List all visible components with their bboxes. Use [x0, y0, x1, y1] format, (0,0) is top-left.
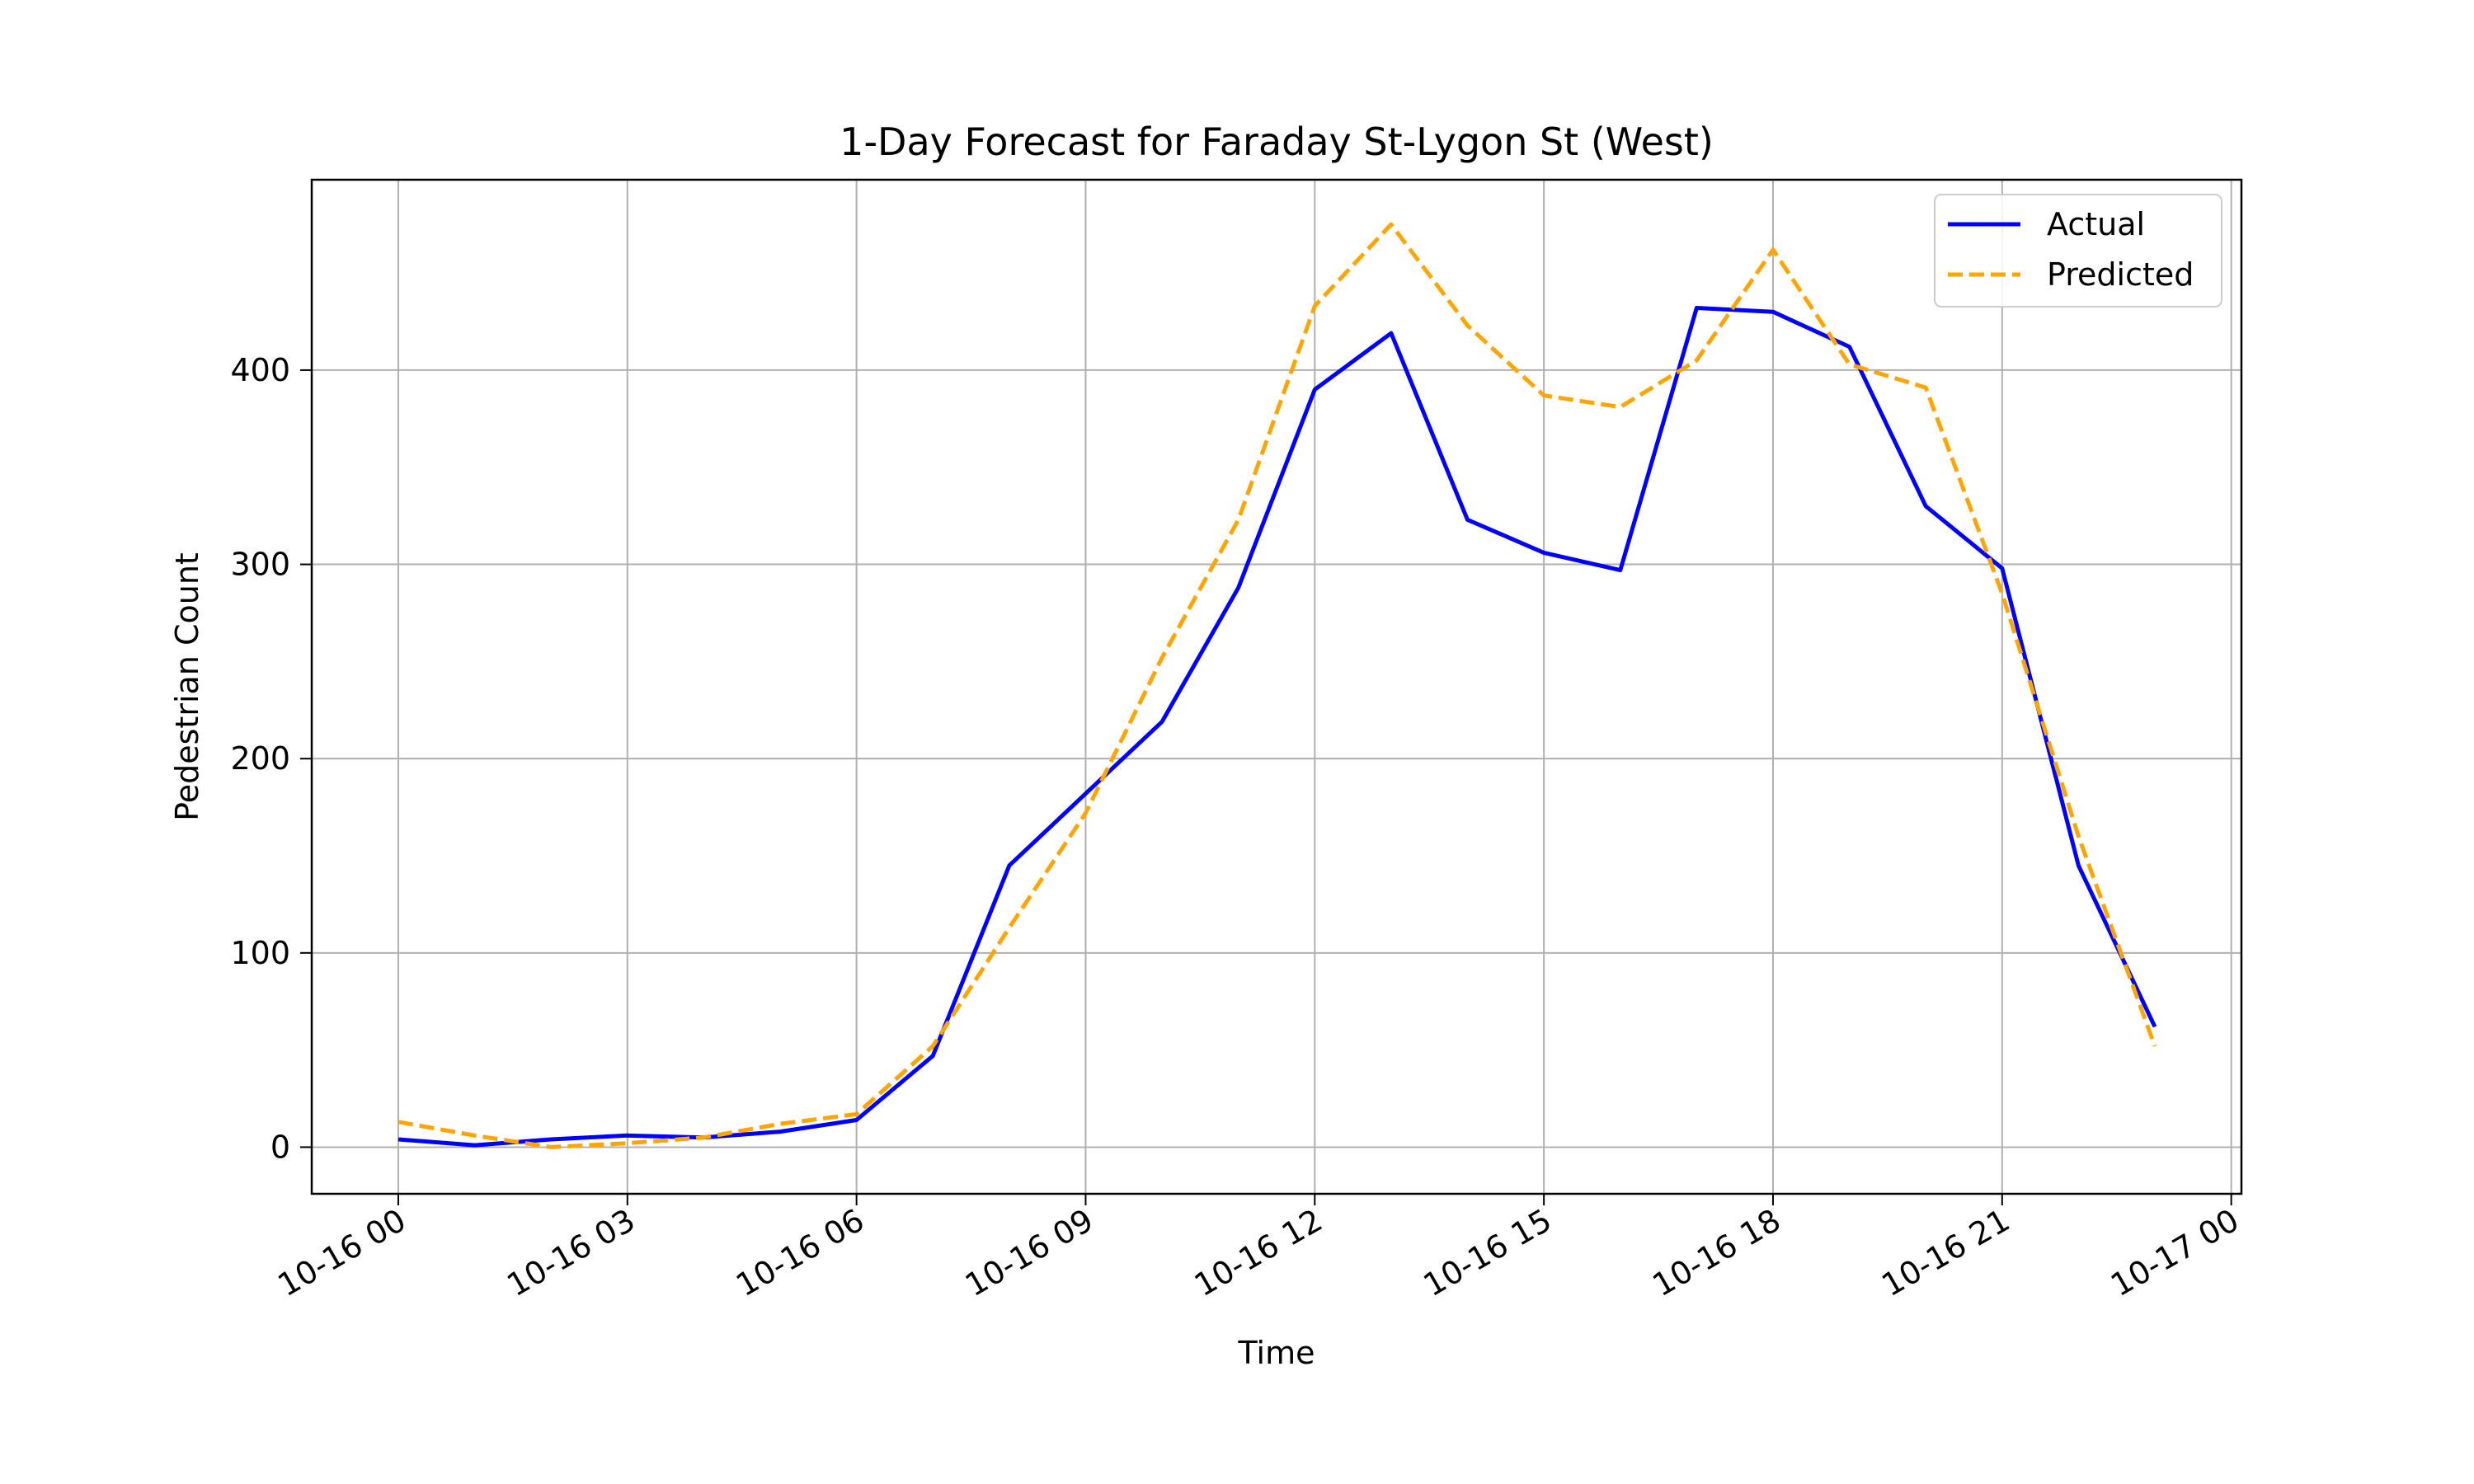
y-tick-label: 200 [230, 740, 290, 777]
x-axis-label: Time [1238, 1335, 1315, 1371]
series-line-actual [397, 306, 2157, 1148]
plot-frame [310, 178, 2243, 1195]
legend-label-actual: Actual [2047, 206, 2145, 242]
y-axis-label: Pedestrian Count [169, 552, 205, 821]
y-tick-label: 100 [230, 935, 290, 971]
chart-title: 1-Day Forecast for Faraday St-Lygon St (… [840, 120, 1714, 164]
series-lines [397, 222, 2157, 1149]
legend: Actual Predicted [1934, 194, 2222, 308]
series-line-predicted [397, 222, 2157, 1149]
grid [312, 180, 2241, 1194]
y-tick-label: 300 [230, 547, 290, 583]
y-axis: 0 100 200 300 400 [230, 352, 312, 1165]
legend-label-predicted: Predicted [2047, 256, 2194, 293]
y-tick-label: 400 [230, 352, 290, 388]
y-tick-label: 0 [270, 1129, 290, 1165]
